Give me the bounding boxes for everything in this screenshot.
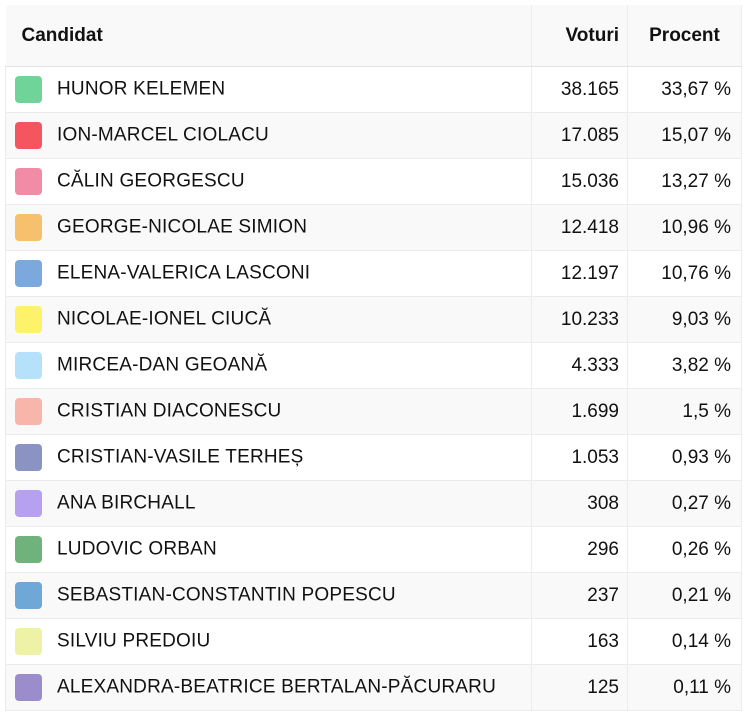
percent-cell: 15,07 % bbox=[627, 112, 742, 159]
candidate-cell: GEORGE-NICOLAE SIMION bbox=[5, 204, 532, 251]
percent-cell: 10,76 % bbox=[627, 250, 742, 297]
percent-cell: 0,14 % bbox=[627, 618, 742, 665]
candidate-name: CĂLIN GEORGESCU bbox=[57, 170, 245, 192]
candidate-cell: MIRCEA-DAN GEOANĂ bbox=[5, 342, 532, 389]
votes-cell: 4.333 bbox=[531, 342, 628, 389]
votes-cell: 237 bbox=[531, 572, 628, 619]
table-row: MIRCEA-DAN GEOANĂ 4.333 3,82 % bbox=[5, 342, 742, 389]
votes-cell: 308 bbox=[531, 480, 628, 527]
candidate-name: SILVIU PREDOIU bbox=[57, 630, 211, 652]
candidate-name: CRISTIAN-VASILE TERHEȘ bbox=[57, 446, 304, 468]
table-row: HUNOR KELEMEN 38.165 33,67 % bbox=[5, 66, 742, 113]
party-color-swatch bbox=[15, 444, 42, 471]
party-color-swatch bbox=[15, 490, 42, 517]
candidate-cell: ION-MARCEL CIOLACU bbox=[5, 112, 532, 159]
party-color-swatch bbox=[15, 306, 42, 333]
percent-cell: 0,21 % bbox=[627, 572, 742, 619]
candidate-name: ION-MARCEL CIOLACU bbox=[57, 124, 269, 146]
table-row: GEORGE-NICOLAE SIMION 12.418 10,96 % bbox=[5, 204, 742, 251]
votes-cell: 17.085 bbox=[531, 112, 628, 159]
percent-cell: 0,93 % bbox=[627, 434, 742, 481]
candidate-cell: HUNOR KELEMEN bbox=[5, 66, 532, 113]
table-row: ANA BIRCHALL 308 0,27 % bbox=[5, 480, 742, 527]
table-row: CĂLIN GEORGESCU 15.036 13,27 % bbox=[5, 158, 742, 205]
votes-cell: 296 bbox=[531, 526, 628, 573]
candidate-cell: ANA BIRCHALL bbox=[5, 480, 532, 527]
candidate-cell: CĂLIN GEORGESCU bbox=[5, 158, 532, 205]
party-color-swatch bbox=[15, 628, 42, 655]
table-row: SILVIU PREDOIU 163 0,14 % bbox=[5, 618, 742, 665]
party-color-swatch bbox=[15, 674, 42, 701]
table-row: LUDOVIC ORBAN 296 0,26 % bbox=[5, 526, 742, 573]
candidate-name: SEBASTIAN-CONSTANTIN POPESCU bbox=[57, 584, 396, 606]
candidate-name: GEORGE-NICOLAE SIMION bbox=[57, 216, 308, 238]
votes-cell: 1.053 bbox=[531, 434, 628, 481]
candidate-name: ALEXANDRA-BEATRICE BERTALAN-PĂCURARU bbox=[57, 676, 497, 698]
results-table-container: Candidat Voturi Procent HUNOR KELEMEN 38.… bbox=[5, 5, 742, 711]
candidate-cell: CRISTIAN-VASILE TERHEȘ bbox=[5, 434, 532, 481]
votes-cell: 10.233 bbox=[531, 296, 628, 343]
candidate-cell: LUDOVIC ORBAN bbox=[5, 526, 532, 573]
candidate-cell: ALEXANDRA-BEATRICE BERTALAN-PĂCURARU bbox=[5, 664, 532, 711]
votes-cell: 12.418 bbox=[531, 204, 628, 251]
party-color-swatch bbox=[15, 122, 42, 149]
candidate-cell: NICOLAE-IONEL CIUCĂ bbox=[5, 296, 532, 343]
table-row: CRISTIAN DIACONESCU 1.699 1,5 % bbox=[5, 388, 742, 435]
votes-cell: 12.197 bbox=[531, 250, 628, 297]
party-color-swatch bbox=[15, 168, 42, 195]
party-color-swatch bbox=[15, 352, 42, 379]
results-table: Candidat Voturi Procent HUNOR KELEMEN 38.… bbox=[5, 5, 742, 711]
candidate-name: ANA BIRCHALL bbox=[57, 492, 196, 514]
votes-cell: 125 bbox=[531, 664, 628, 711]
percent-cell: 33,67 % bbox=[627, 66, 742, 113]
percent-cell: 0,27 % bbox=[627, 480, 742, 527]
candidate-name: NICOLAE-IONEL CIUCĂ bbox=[57, 308, 272, 330]
candidate-cell: CRISTIAN DIACONESCU bbox=[5, 388, 532, 435]
candidate-name: LUDOVIC ORBAN bbox=[57, 538, 217, 560]
table-row: SEBASTIAN-CONSTANTIN POPESCU 237 0,21 % bbox=[5, 572, 742, 619]
party-color-swatch bbox=[15, 536, 42, 563]
candidate-cell: ELENA-VALERICA LASCONI bbox=[5, 250, 532, 297]
percent-cell: 13,27 % bbox=[627, 158, 742, 205]
party-color-swatch bbox=[15, 76, 42, 103]
party-color-swatch bbox=[15, 398, 42, 425]
table-header: Candidat Voturi Procent bbox=[5, 5, 742, 67]
votes-cell: 15.036 bbox=[531, 158, 628, 205]
percent-cell: 3,82 % bbox=[627, 342, 742, 389]
party-color-swatch bbox=[15, 582, 42, 609]
party-color-swatch bbox=[15, 214, 42, 241]
table-body: HUNOR KELEMEN 38.165 33,67 % ION-MARCEL CIO… bbox=[5, 66, 742, 711]
table-row: ALEXANDRA-BEATRICE BERTALAN-PĂCURARU 125 0… bbox=[5, 664, 742, 711]
votes-cell: 38.165 bbox=[531, 66, 628, 113]
candidate-cell: SILVIU PREDOIU bbox=[5, 618, 532, 665]
table-row: ION-MARCEL CIOLACU 17.085 15,07 % bbox=[5, 112, 742, 159]
column-header-percent[interactable]: Procent bbox=[627, 5, 742, 67]
column-header-votes[interactable]: Voturi bbox=[531, 5, 628, 67]
candidate-name: ELENA-VALERICA LASCONI bbox=[57, 262, 311, 284]
percent-cell: 0,11 % bbox=[627, 664, 742, 711]
table-row: ELENA-VALERICA LASCONI 12.197 10,76 % bbox=[5, 250, 742, 297]
percent-cell: 9,03 % bbox=[627, 296, 742, 343]
candidate-name: MIRCEA-DAN GEOANĂ bbox=[57, 354, 268, 376]
column-header-candidate[interactable]: Candidat bbox=[5, 5, 532, 67]
table-row: NICOLAE-IONEL CIUCĂ 10.233 9,03 % bbox=[5, 296, 742, 343]
percent-cell: 0,26 % bbox=[627, 526, 742, 573]
candidate-name: HUNOR KELEMEN bbox=[57, 78, 226, 100]
percent-cell: 1,5 % bbox=[627, 388, 742, 435]
votes-cell: 163 bbox=[531, 618, 628, 665]
party-color-swatch bbox=[15, 260, 42, 287]
votes-cell: 1.699 bbox=[531, 388, 628, 435]
candidate-name: CRISTIAN DIACONESCU bbox=[57, 400, 282, 422]
percent-cell: 10,96 % bbox=[627, 204, 742, 251]
header-row: Candidat Voturi Procent bbox=[5, 5, 742, 67]
table-row: CRISTIAN-VASILE TERHEȘ 1.053 0,93 % bbox=[5, 434, 742, 481]
candidate-cell: SEBASTIAN-CONSTANTIN POPESCU bbox=[5, 572, 532, 619]
